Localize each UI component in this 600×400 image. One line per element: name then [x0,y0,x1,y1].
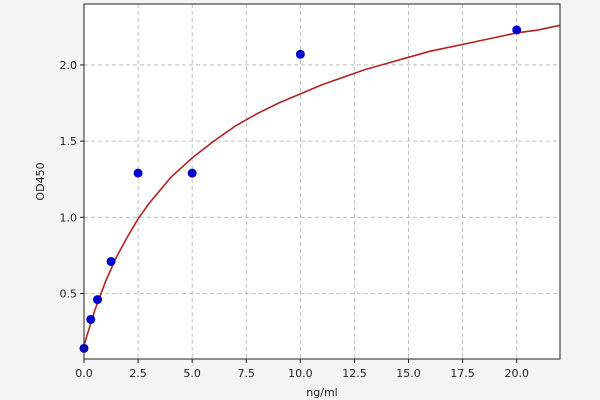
x-tick-label: 0.0 [75,367,93,380]
x-tick-label: 5.0 [183,367,201,380]
y-axis-ticks: 0.5 1.0 1.5 2.0 [60,59,84,300]
x-axis-label: ng/ml [306,386,337,399]
data-point [93,295,103,305]
plot-area [84,4,560,359]
data-point [106,256,116,266]
x-tick-label: 20.0 [504,367,529,380]
y-tick-label: 1.0 [60,211,78,224]
y-tick-label: 0.5 [60,287,78,300]
x-tick-label: 2.5 [129,367,147,380]
data-point [512,25,522,35]
y-axis-label: OD450 [34,162,47,200]
data-point [86,314,96,324]
x-tick-label: 7.5 [238,367,256,380]
fitted-curve-layer [83,24,561,346]
fitted-curve [83,24,561,346]
y-tick-label: 2.0 [60,59,78,72]
data-point [187,168,197,178]
grid [83,4,560,359]
plot-frame [83,3,561,360]
data-points-layer [79,25,522,353]
x-tick-label: 12.5 [342,367,367,380]
x-tick-label: 17.5 [450,367,475,380]
x-axis-ticks: 0.0 2.5 5.0 7.5 10.0 12.5 15.0 17.5 20.0 [75,359,529,380]
data-point [295,49,305,59]
data-point [133,168,143,178]
x-tick-label: 10.0 [288,367,313,380]
y-tick-label: 1.5 [60,135,78,148]
x-tick-label: 15.0 [396,367,421,380]
